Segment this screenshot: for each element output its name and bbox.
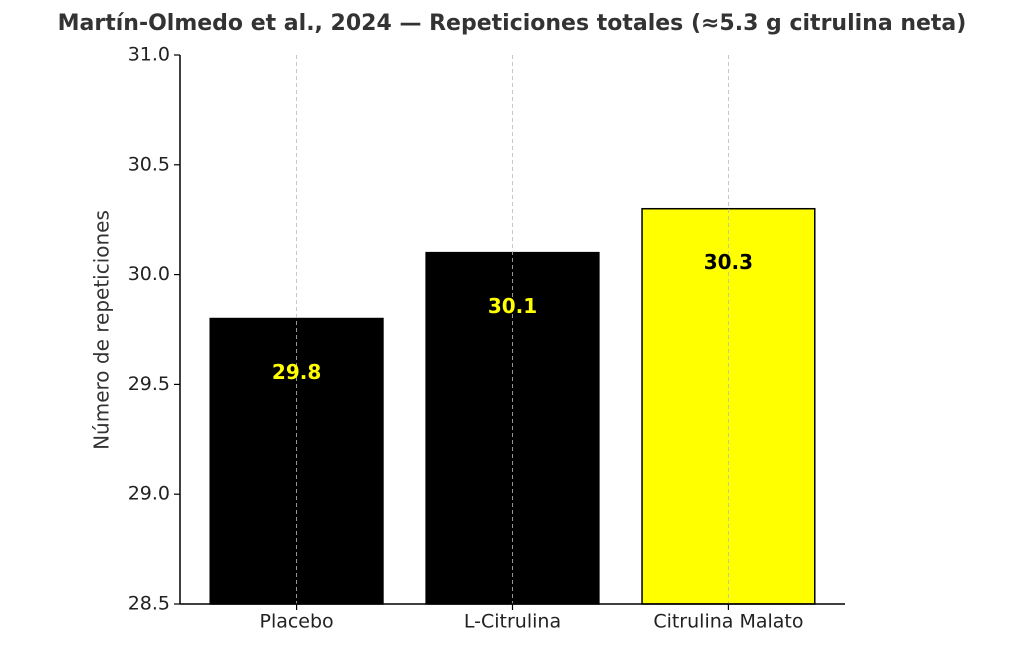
y-axis-label: Número de repeticiones: [90, 210, 114, 450]
y-tick-label: 29.0: [128, 483, 170, 505]
y-tick-label: 31.0: [128, 44, 170, 66]
y-tick-label: 30.5: [128, 153, 170, 175]
chart-title: Martín-Olmedo et al., 2024 — Repeticione…: [58, 11, 967, 36]
value-label: 30.1: [488, 294, 537, 318]
x-tick-label: L-Citrulina: [464, 611, 561, 633]
x-tick-label: Placebo: [259, 611, 333, 633]
y-tick-label: 30.0: [128, 263, 170, 285]
y-tick-label: 28.5: [128, 593, 170, 615]
value-label: 29.8: [272, 360, 321, 384]
x-tick-label: Citrulina Malato: [653, 611, 803, 633]
y-tick-label: 29.5: [128, 373, 170, 395]
value-label: 30.3: [704, 250, 753, 274]
